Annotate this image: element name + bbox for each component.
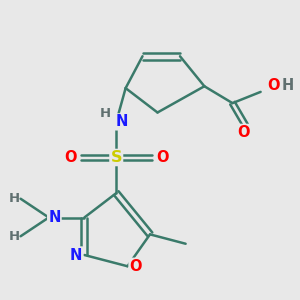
Text: H: H — [281, 78, 294, 93]
Text: N: N — [116, 114, 128, 129]
Text: N: N — [70, 248, 82, 262]
Text: S: S — [110, 150, 122, 165]
Text: O: O — [238, 125, 250, 140]
Text: N: N — [48, 210, 61, 225]
Text: O: O — [156, 150, 169, 165]
Text: H: H — [8, 192, 20, 205]
Text: O: O — [130, 259, 142, 274]
Text: H: H — [100, 107, 111, 120]
Text: O: O — [64, 150, 76, 165]
Text: H: H — [8, 230, 20, 243]
Text: O: O — [268, 78, 280, 93]
